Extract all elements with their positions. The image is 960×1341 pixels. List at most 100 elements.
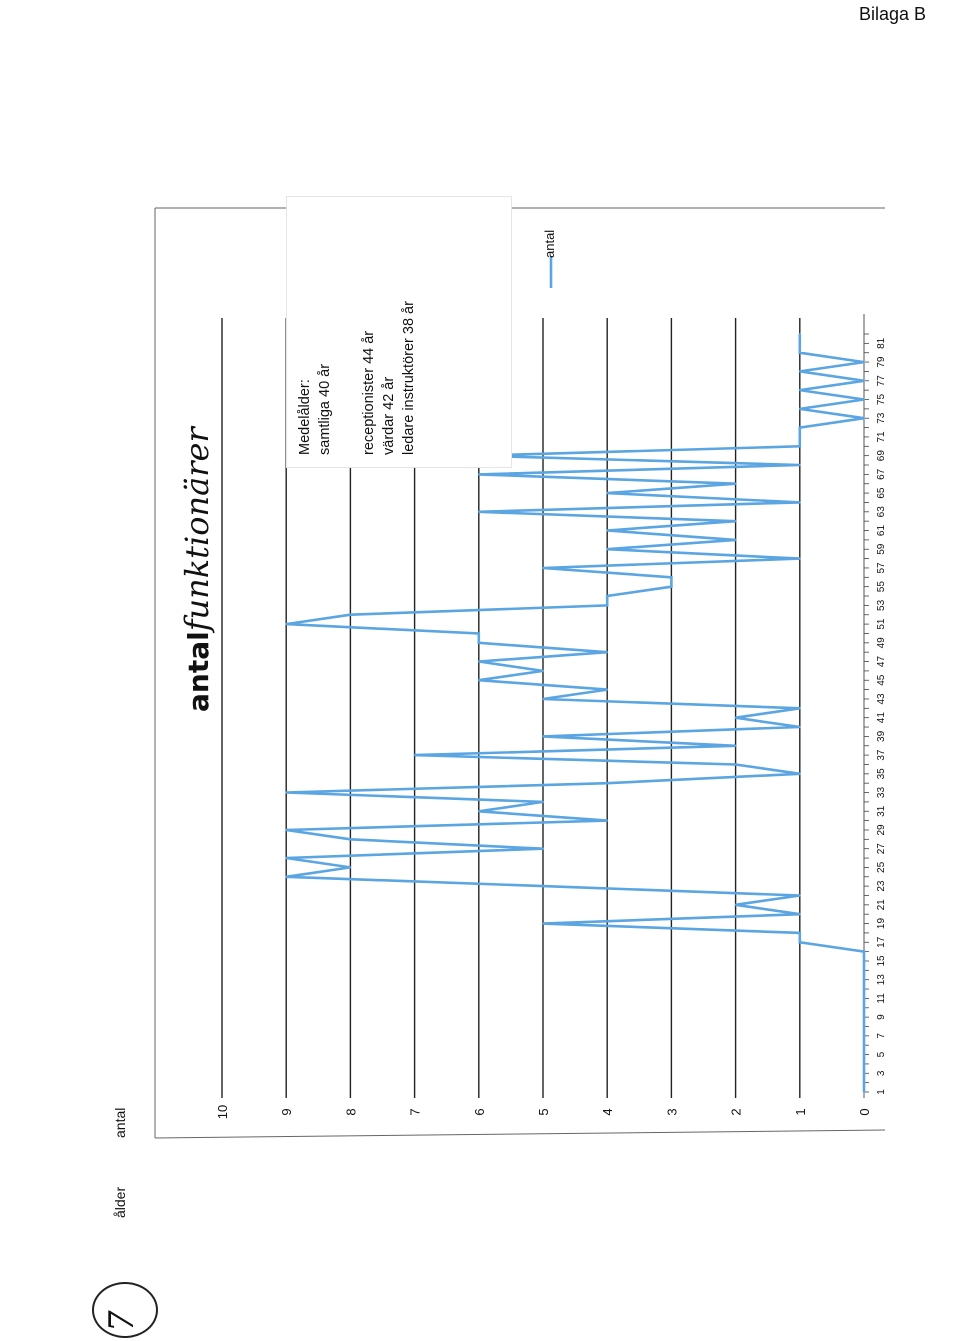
x-tick-label: 13 bbox=[876, 974, 887, 986]
x-axis-label: ålder bbox=[112, 1186, 128, 1218]
data-point bbox=[863, 1081, 865, 1084]
data-point bbox=[285, 791, 288, 794]
data-point bbox=[798, 389, 801, 392]
data-point bbox=[349, 866, 352, 869]
x-tick-label: 41 bbox=[876, 712, 887, 724]
x-tick-label: 81 bbox=[876, 337, 887, 349]
chart-title-handwritten: funktionärer bbox=[178, 427, 216, 632]
data-point bbox=[798, 342, 801, 345]
data-point bbox=[798, 772, 801, 775]
average-age-note: Medelålder: samtliga 40 år receptioniste… bbox=[286, 196, 512, 468]
data-point bbox=[477, 473, 480, 476]
x-tick-label: 21 bbox=[876, 899, 887, 911]
data-point bbox=[542, 669, 544, 672]
x-tick-label: 59 bbox=[876, 543, 887, 555]
x-tick-label: 11 bbox=[876, 993, 887, 1004]
y-tick-label: 4 bbox=[600, 1108, 615, 1115]
data-point bbox=[606, 604, 609, 607]
circled-number: 7 bbox=[102, 1310, 142, 1332]
data-point bbox=[798, 726, 801, 728]
data-point bbox=[734, 716, 737, 719]
x-tick-label: 17 bbox=[876, 936, 887, 948]
y-axis-ticks: 0 1 2 3 4 5 6 7 8 9 10 bbox=[215, 1105, 872, 1119]
x-tick-label: 55 bbox=[876, 581, 887, 593]
x-tick-label: 7 bbox=[876, 1033, 887, 1039]
legend-label: antal bbox=[542, 229, 557, 258]
data-point bbox=[863, 978, 865, 981]
data-point bbox=[606, 651, 609, 654]
y-tick-label: 9 bbox=[279, 1108, 294, 1115]
data-point bbox=[734, 744, 737, 747]
x-tick-label: 31 bbox=[876, 805, 887, 817]
data-point bbox=[798, 707, 801, 710]
data-point bbox=[798, 445, 801, 448]
x-axis-ticks: 1357911131517192123252729313335373941434… bbox=[864, 333, 887, 1095]
data-point bbox=[542, 922, 544, 925]
data-point bbox=[477, 679, 480, 682]
note-line-4: värdar 42 år bbox=[381, 376, 397, 455]
data-point bbox=[798, 436, 801, 438]
x-tick-label: 27 bbox=[876, 843, 887, 855]
note-line-3: receptionister 44 år bbox=[361, 330, 377, 455]
x-tick-label: 69 bbox=[876, 450, 887, 462]
y-axis-label: antal bbox=[112, 1107, 128, 1138]
data-point bbox=[542, 885, 544, 888]
x-tick-label: 1 bbox=[876, 1089, 887, 1095]
data-point bbox=[734, 482, 737, 485]
x-tick-label: 5 bbox=[876, 1051, 887, 1057]
data-point bbox=[863, 398, 865, 401]
data-point bbox=[798, 557, 801, 560]
data-point bbox=[863, 1006, 865, 1009]
x-tick-label: 51 bbox=[876, 618, 887, 630]
data-point bbox=[798, 932, 801, 934]
data-point bbox=[734, 903, 737, 906]
series-line-antal bbox=[286, 334, 866, 1092]
y-tick-label: 10 bbox=[215, 1105, 230, 1119]
data-point bbox=[606, 529, 609, 532]
data-point bbox=[863, 379, 865, 382]
page-annotation: Bilaga B bbox=[858, 4, 926, 24]
y-tick-label: 8 bbox=[343, 1108, 358, 1115]
x-tick-label: 79 bbox=[876, 356, 887, 368]
data-point bbox=[477, 660, 480, 663]
data-point bbox=[863, 1044, 865, 1047]
x-tick-label: 67 bbox=[876, 468, 887, 480]
data-point bbox=[863, 417, 865, 420]
data-point bbox=[285, 857, 288, 859]
data-point bbox=[863, 960, 865, 962]
data-point bbox=[606, 819, 609, 822]
x-tick-label: 39 bbox=[876, 730, 887, 742]
data-point bbox=[285, 623, 288, 625]
data-point bbox=[285, 829, 288, 831]
x-tick-label: 45 bbox=[876, 674, 887, 686]
data-point bbox=[798, 501, 801, 504]
x-tick-label: 37 bbox=[876, 749, 887, 761]
data-point bbox=[413, 754, 416, 757]
data-point bbox=[863, 1072, 865, 1075]
data-point bbox=[477, 641, 480, 644]
x-tick-label: 77 bbox=[876, 375, 887, 387]
x-tick-label: 25 bbox=[876, 861, 887, 873]
data-point bbox=[542, 698, 544, 700]
series-antal bbox=[285, 333, 866, 1093]
data-point bbox=[477, 510, 480, 513]
data-point bbox=[477, 810, 480, 813]
data-point bbox=[542, 847, 544, 850]
x-tick-label: 61 bbox=[876, 525, 887, 537]
x-tick-label: 65 bbox=[876, 487, 887, 499]
data-point bbox=[863, 969, 865, 972]
data-point bbox=[606, 548, 609, 551]
data-point bbox=[798, 370, 801, 373]
x-tick-label: 33 bbox=[876, 787, 887, 799]
x-tick-label: 57 bbox=[876, 562, 887, 574]
circled-number-mark bbox=[92, 1282, 158, 1338]
data-point bbox=[734, 538, 737, 541]
data-point bbox=[798, 464, 801, 466]
data-point bbox=[863, 950, 865, 953]
chart-title-typed: antal bbox=[182, 631, 215, 712]
x-tick-label: 23 bbox=[876, 880, 887, 892]
y-tick-label: 5 bbox=[536, 1108, 551, 1115]
chart-title: antalfunktionärer bbox=[178, 427, 216, 712]
data-point bbox=[349, 838, 352, 841]
x-tick-label: 73 bbox=[876, 412, 887, 424]
